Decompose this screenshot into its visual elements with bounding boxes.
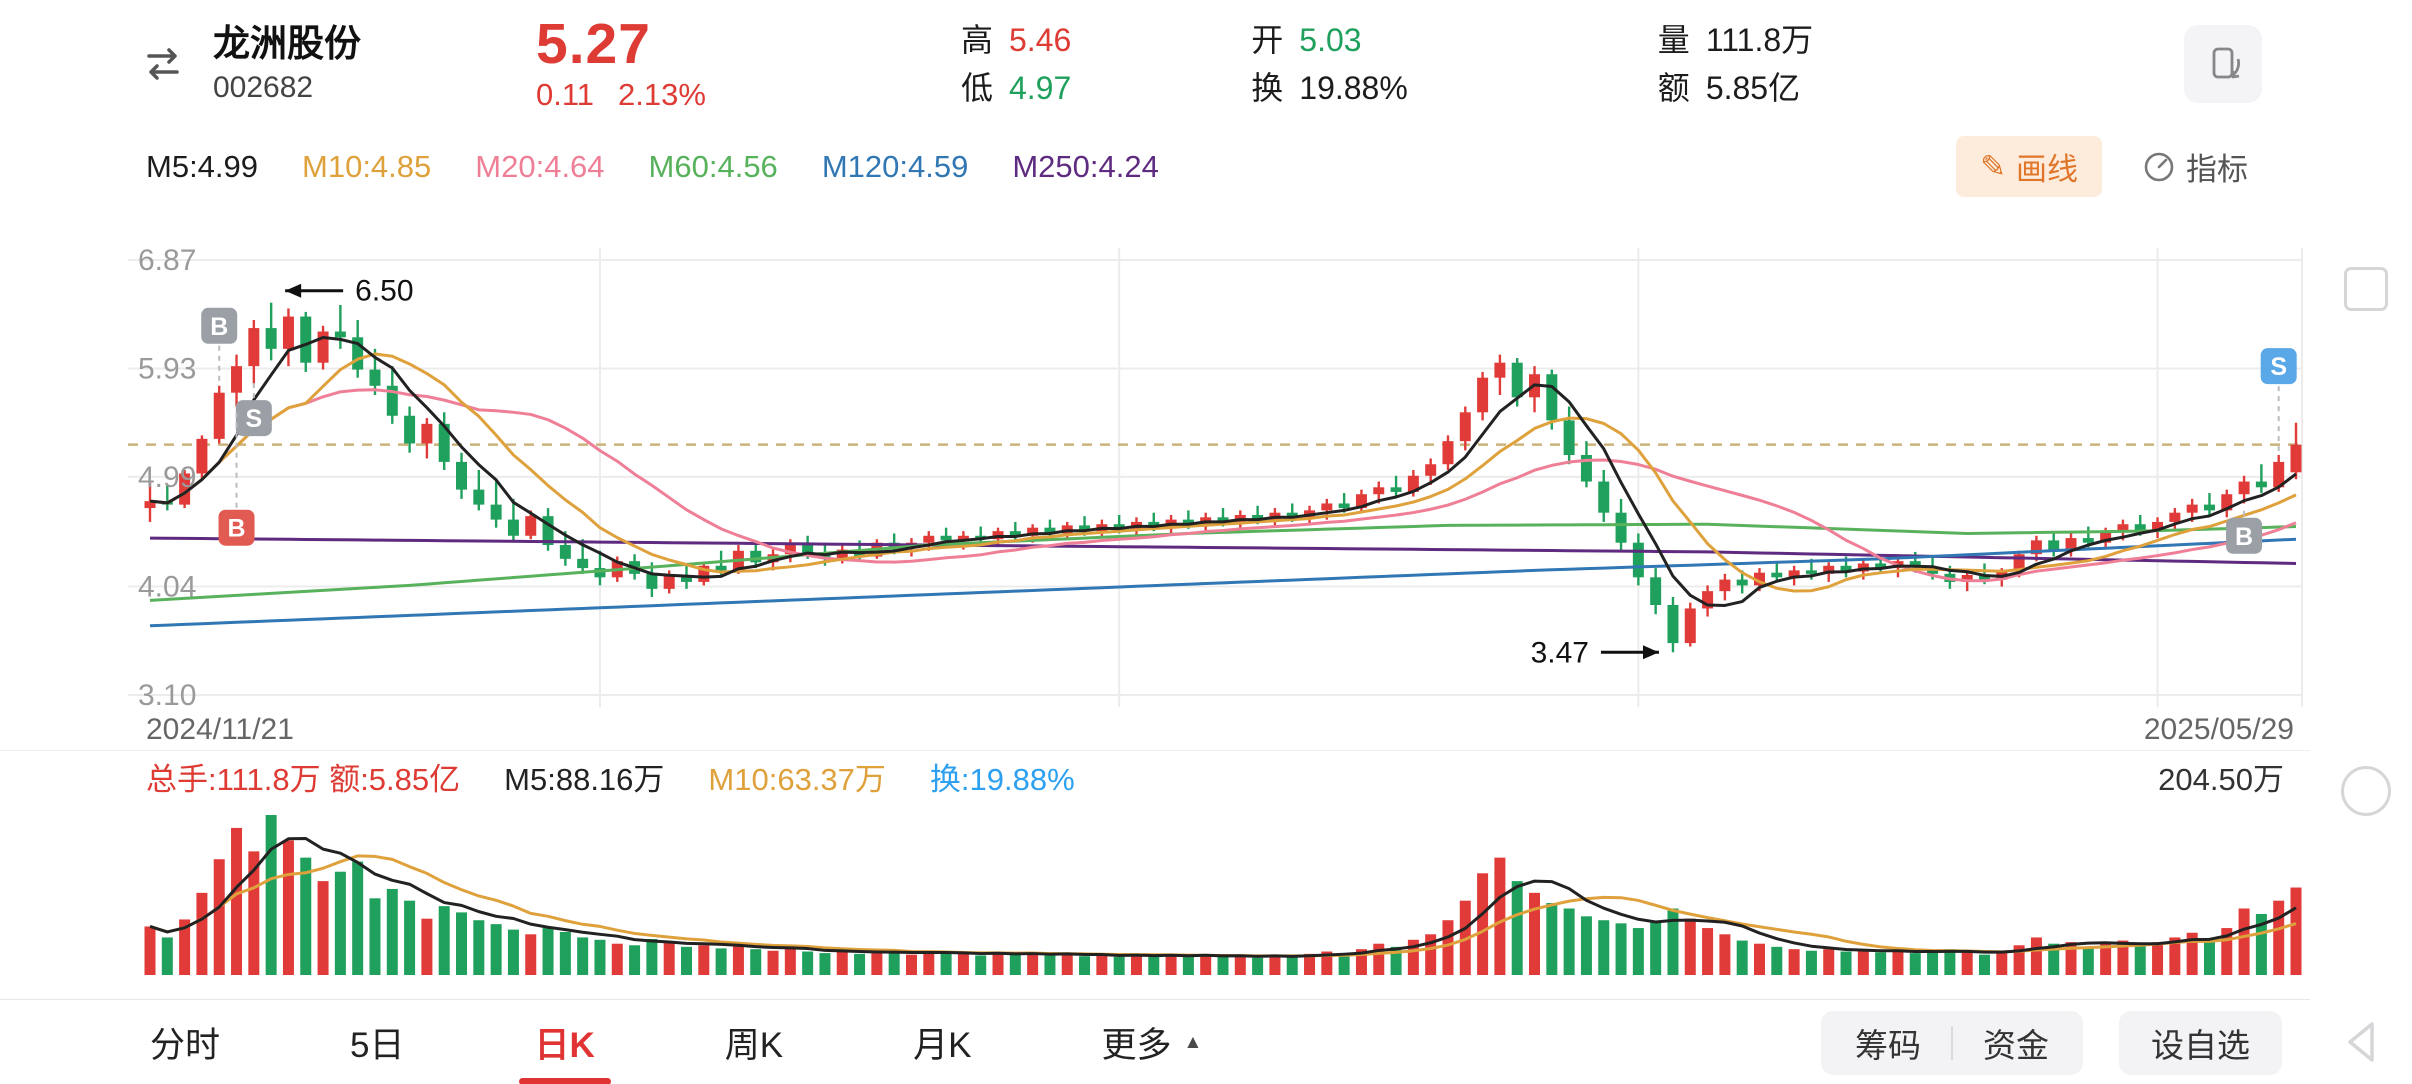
volume-pane: 总手:111.8万 额:5.85亿 M5:88.16万 M10:63.37万 换…	[0, 751, 2310, 999]
svg-text:B: B	[210, 313, 228, 341]
turnover-rate-label: 换	[1251, 70, 1284, 106]
volume-axis-max: 204.50万	[2158, 761, 2284, 797]
ma20-label: M20:4.64	[475, 148, 605, 184]
add-watchlist-button[interactable]: 设自选	[2119, 1010, 2282, 1075]
svg-text:B: B	[228, 515, 246, 543]
change-amount: 0.11	[536, 77, 595, 112]
ma120-label: M120:4.59	[821, 148, 969, 184]
stock-header: 龙洲股份 002682 5.27 0.11 2.13% 高 5.46 低 4.97 …	[0, 0, 2310, 128]
draw-line-label: 画线	[2016, 152, 2078, 187]
candlestick-chart-pane: 6.50 3.47 B S B B S 6.87 5.93 4.99 4.04 3.10	[0, 205, 2310, 710]
current-price: 5.27	[536, 12, 651, 76]
switch-lines-icon	[147, 48, 179, 80]
indicator-button[interactable]: 指标	[2142, 144, 2248, 189]
end-date: 2025/05/29	[2143, 713, 2294, 746]
low-value: 4.97	[1008, 70, 1072, 106]
ma5-label: M5:4.99	[146, 148, 259, 184]
turnover-rate-value: 19.88%	[1299, 70, 1408, 106]
period-tabbar: 分时 5日 日K 周K 月K 更多 ▲ 筹码 资金 设自选	[0, 999, 2310, 1084]
open-label: 开	[1251, 22, 1284, 58]
volume-legend-row: 总手:111.8万 额:5.85亿 M5:88.16万 M10:63.37万 换…	[146, 755, 1075, 797]
stock-identity: 龙洲股份 002682	[213, 22, 361, 106]
volume-value: 111.8万	[1705, 22, 1814, 58]
volume-chart[interactable]	[0, 797, 2310, 997]
svg-text:4.99: 4.99	[138, 461, 196, 494]
start-date: 2024/11/21	[146, 713, 294, 746]
svg-text:6.50: 6.50	[355, 275, 413, 308]
stat-col-volume-amount: 量 111.8万 额 5.85亿	[1658, 21, 1813, 107]
stat-col-high-low: 高 5.46 低 4.97	[961, 21, 1071, 107]
pencil-icon: ✎	[1980, 148, 2006, 184]
volume-ma5-label: M5:88.16万	[504, 761, 665, 797]
high-label: 高	[960, 22, 993, 58]
svg-text:S: S	[2270, 353, 2287, 381]
svg-text:4.04: 4.04	[138, 571, 196, 604]
tab-more[interactable]: 更多 ▲	[1101, 1026, 1203, 1065]
svg-text:3.47: 3.47	[1531, 636, 1589, 669]
draw-line-button[interactable]: ✎ 画线	[1956, 136, 2102, 197]
volume-label: 量	[1657, 22, 1690, 58]
tab-minute[interactable]: 分时	[150, 1026, 221, 1065]
tab-monthly-k[interactable]: 月K	[913, 1026, 972, 1065]
android-back-button[interactable]	[2344, 1020, 2378, 1064]
funds-button[interactable]: 资金	[1983, 1026, 2049, 1064]
date-range-row: 2024/11/21 2025/05/29	[0, 710, 2310, 751]
pill-divider	[1951, 1025, 1953, 1060]
amount-label: 额	[1657, 70, 1690, 106]
main-content: 龙洲股份 002682 5.27 0.11 2.13% 高 5.46 低 4.97 …	[0, 0, 2310, 1084]
price-block: 5.27 0.11 2.13%	[536, 15, 706, 113]
high-value: 5.46	[1008, 22, 1072, 58]
indicator-label: 指标	[2186, 152, 2248, 187]
ma10-label: M10:4.85	[302, 148, 432, 184]
more-up-arrow-icon: ▲	[1183, 1031, 1203, 1053]
rotate-phone-icon	[2212, 47, 2240, 79]
gauge-icon	[2144, 152, 2174, 181]
stat-col-open-turnover: 开 5.03 换 19.88%	[1251, 21, 1408, 107]
chips-button[interactable]: 筹码	[1855, 1026, 1921, 1064]
ma60-label: M60:4.56	[648, 148, 778, 184]
stock-code: 002682	[213, 71, 314, 104]
chips-funds-group: 筹码 资金	[1821, 1010, 2083, 1075]
open-value: 5.03	[1299, 22, 1362, 58]
svg-text:3.10: 3.10	[138, 679, 196, 710]
tab-daily-k[interactable]: 日K	[534, 1000, 594, 1084]
android-recents-button[interactable]	[2344, 267, 2388, 311]
total-volume-amount-label: 总手:111.8万 额:5.85亿	[146, 761, 461, 797]
low-label: 低	[960, 70, 993, 106]
exchange-rate-label: 换:19.88%	[929, 761, 1075, 797]
price-change: 0.11 2.13%	[536, 77, 706, 113]
svg-text:B: B	[2235, 523, 2253, 551]
amount-value: 5.85亿	[1705, 70, 1801, 106]
rotate-screen-button[interactable]	[2184, 25, 2262, 103]
svg-text:S: S	[245, 405, 262, 433]
tab-weekly-k[interactable]: 周K	[724, 1026, 784, 1065]
candlestick-chart[interactable]: 6.50 3.47 B S B B S 6.87 5.93 4.99 4.04 3.10	[0, 205, 2310, 710]
stock-switch-icon[interactable]	[135, 36, 191, 92]
svg-text:6.87: 6.87	[138, 244, 196, 277]
volume-ma10-label: M10:63.37万	[708, 761, 886, 797]
change-percent: 2.13%	[618, 77, 706, 112]
ma-legend-row: M5:4.99 M10:4.85 M20:4.64 M60:4.56 M120:…	[0, 128, 2310, 205]
tab-5day[interactable]: 5日	[350, 1026, 405, 1065]
svg-text:5.93: 5.93	[138, 352, 196, 385]
android-home-button[interactable]	[2341, 766, 2391, 816]
stock-name: 龙洲股份	[213, 23, 361, 64]
ma250-label: M250:4.24	[1012, 148, 1159, 184]
